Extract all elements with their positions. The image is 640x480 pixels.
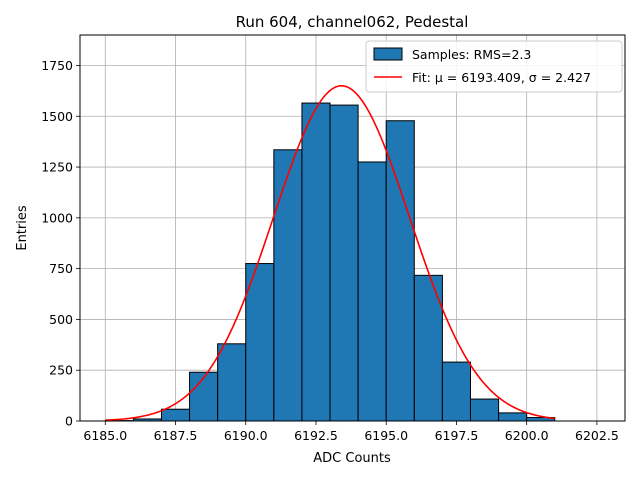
y-tick-label: 500 bbox=[49, 312, 73, 327]
y-tick-label: 1750 bbox=[41, 58, 73, 73]
x-tick-label: 6185.0 bbox=[83, 428, 127, 443]
y-tick-label: 1000 bbox=[41, 210, 73, 225]
y-tick-label: 250 bbox=[49, 363, 73, 378]
histogram-bar bbox=[357, 161, 387, 422]
x-tick-label: 6195.0 bbox=[364, 428, 408, 443]
y-axis-ticks: 0 250 500 750 1000 1250 1500 1750 bbox=[41, 58, 80, 429]
histogram-bars bbox=[104, 102, 556, 422]
histogram-bar bbox=[469, 398, 500, 422]
x-axis-label: ADC Counts bbox=[313, 451, 391, 466]
y-axis-label: Entries bbox=[15, 205, 30, 251]
x-tick-label: 6202.5 bbox=[575, 428, 619, 443]
histogram-bar bbox=[385, 120, 415, 422]
y-tick-label: 0 bbox=[65, 414, 73, 429]
histogram-bar bbox=[441, 361, 471, 422]
fit-curve-layer bbox=[105, 84, 555, 421]
x-tick-label: 6187.5 bbox=[154, 428, 198, 443]
x-tick-label: 6200.0 bbox=[505, 428, 549, 443]
x-axis-ticks: 6185.0 6187.5 6190.0 6192.5 6195.0 6197.5 6200… bbox=[83, 421, 619, 443]
histogram-bar bbox=[301, 102, 331, 422]
legend-label-fit: Fit: μ = 6193.409, σ = 2.427 bbox=[412, 70, 591, 85]
y-tick-label: 1250 bbox=[41, 160, 73, 175]
legend-label-histogram: Samples: RMS=2.3 bbox=[412, 47, 531, 62]
fit-curve bbox=[105, 84, 555, 421]
plot-frame bbox=[79, 34, 626, 422]
chart-title: Run 604, channel062, Pedestal bbox=[236, 13, 469, 31]
y-tick-label: 750 bbox=[49, 261, 73, 276]
legend-box bbox=[365, 40, 623, 93]
histogram-bar bbox=[160, 408, 191, 422]
histogram-bar bbox=[189, 371, 219, 422]
legend: Samples: RMS=2.3 Fit: μ = 6193.409, σ = … bbox=[365, 40, 623, 93]
histogram-bar bbox=[413, 274, 443, 422]
x-tick-label: 6197.5 bbox=[435, 428, 479, 443]
legend-swatch-histogram bbox=[373, 47, 403, 61]
histogram-bar bbox=[498, 412, 528, 422]
histogram-bar bbox=[273, 149, 303, 422]
y-tick-label: 1500 bbox=[41, 109, 73, 124]
x-tick-label: 6190.0 bbox=[224, 428, 268, 443]
histogram-bar bbox=[329, 104, 359, 422]
x-tick-label: 6192.5 bbox=[294, 428, 338, 443]
histogram-bar bbox=[217, 343, 247, 422]
